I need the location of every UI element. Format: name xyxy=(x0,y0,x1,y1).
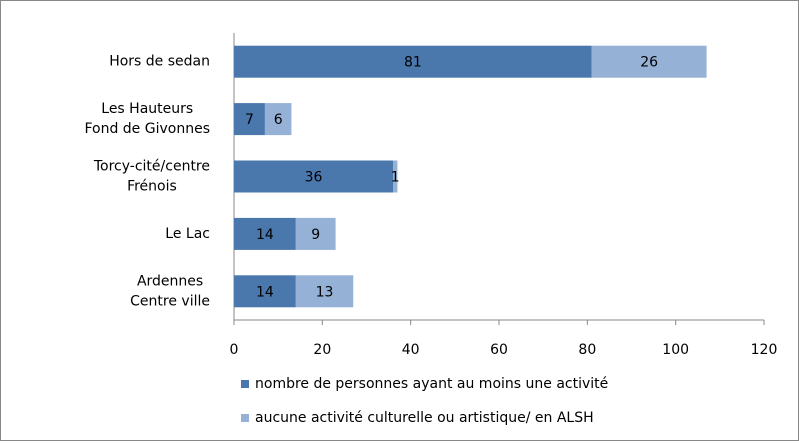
y-tick-label: Le Lac xyxy=(165,226,210,242)
x-tick-label: 100 xyxy=(662,342,689,358)
data-label: 81 xyxy=(404,55,422,71)
legend-label: nombre de personnes ayant au moins une a… xyxy=(255,376,608,392)
y-tick-label: Fond de Givonnes xyxy=(84,121,210,137)
y-tick-label: Les Hauteurs xyxy=(101,101,193,117)
data-label: 7 xyxy=(245,112,254,128)
bar-segment xyxy=(234,275,296,308)
x-tick-label: 0 xyxy=(230,342,239,358)
bar-segment xyxy=(234,103,265,136)
data-label: 14 xyxy=(256,227,274,243)
bar-segment xyxy=(234,217,296,250)
legend-swatch xyxy=(241,414,249,422)
x-tick-label: 20 xyxy=(313,342,331,358)
bar-segment xyxy=(591,45,707,78)
x-tick-label: 120 xyxy=(751,342,778,358)
data-label: 9 xyxy=(311,227,320,243)
legend-swatch xyxy=(241,380,249,388)
bar-segment xyxy=(234,45,592,78)
data-label: 36 xyxy=(305,170,323,186)
y-tick-label: Torcy-cité/centre xyxy=(93,159,210,175)
x-tick-label: 80 xyxy=(578,342,596,358)
x-tick-label: 60 xyxy=(490,342,508,358)
data-label: 14 xyxy=(256,284,274,300)
y-tick-label: Frénois xyxy=(127,179,177,195)
bar-segment xyxy=(295,217,336,250)
x-tick-label: 40 xyxy=(402,342,420,358)
bar-segment xyxy=(264,103,292,136)
bar-segment xyxy=(393,160,398,193)
y-tick-label: Hors de sedan xyxy=(109,54,210,70)
bar-segment xyxy=(295,275,354,308)
data-label: 13 xyxy=(316,284,334,300)
y-tick-label: Centre ville xyxy=(130,293,210,309)
bar-segment xyxy=(234,160,393,193)
y-tick-label: Ardennes xyxy=(137,273,203,289)
legend-label: aucune activité culturelle ou artistique… xyxy=(255,410,594,426)
data-label: 6 xyxy=(274,112,283,128)
data-label: 26 xyxy=(640,55,658,71)
data-label: 1 xyxy=(391,170,400,186)
